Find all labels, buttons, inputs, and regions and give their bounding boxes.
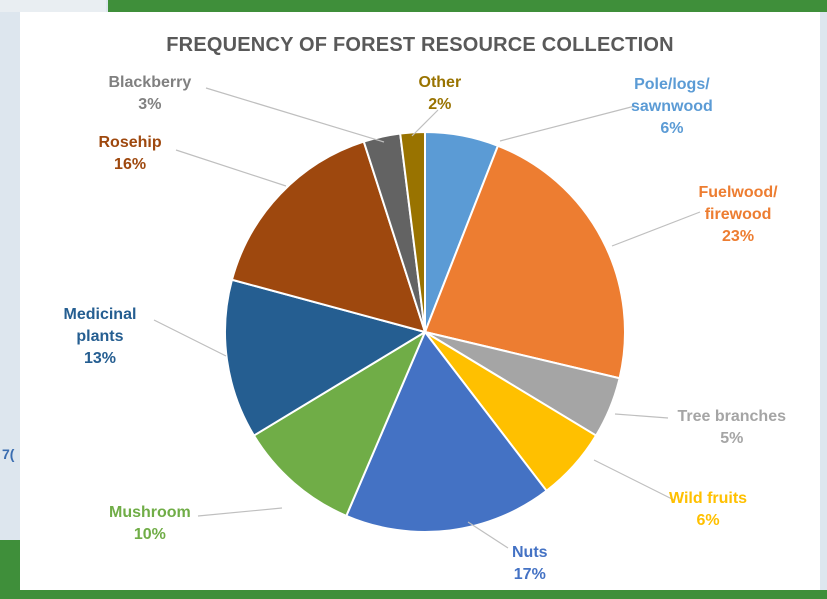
pie-chart-canvas — [153, 87, 701, 549]
data-label-blackberry: Blackberry 3% — [108, 74, 192, 113]
leader-line-medicinal-plants — [153, 319, 227, 357]
leader-line-nuts — [467, 521, 509, 549]
data-label-fuelwood-firewood: Fuelwood/firewood 23% — [698, 184, 778, 245]
data-label-medicinal-plants: Medicinal plants 13% — [63, 306, 137, 367]
leader-line-wild-fruits — [593, 459, 675, 501]
data-label-tree-branches: Tree branches 5% — [677, 408, 787, 447]
pie-slice-mushroom — [252, 329, 428, 518]
data-label-nuts: Nuts 17% — [512, 544, 548, 583]
data-label-mushroom: Mushroom 10% — [109, 504, 191, 543]
pie-slice-other — [399, 130, 426, 333]
data-label-rosehip: Rosehip 16% — [98, 134, 162, 173]
leader-line-pole-logs-sawnwood — [499, 105, 636, 142]
background-green-bar-bottom-left — [0, 540, 22, 599]
pie-slice-rosehip — [230, 140, 427, 334]
leader-line-other — [411, 109, 439, 137]
background-green-bar-top — [108, 0, 827, 12]
pie-chart: FREQUENCY OF FOREST RESOURCE COLLECTION … — [20, 12, 820, 590]
pie-slice-nuts — [345, 330, 548, 533]
background-panel-top-left — [0, 0, 106, 12]
leader-line-blackberry — [205, 87, 385, 143]
background-text-fragment: 7( — [2, 446, 15, 462]
leader-line-rosehip — [175, 149, 287, 187]
data-label-pole-logs-sawnwood: Pole/logs/sawnwood 6% — [631, 76, 713, 137]
chart-title: FREQUENCY OF FOREST RESOURCE COLLECTION — [166, 34, 674, 56]
data-label-wild-fruits: Wild fruits 6% — [669, 490, 748, 529]
data-label-other: Other 2% — [418, 74, 462, 113]
background-green-bar-bottom — [22, 590, 827, 599]
pie-slice-fuelwood-firewood — [423, 144, 626, 380]
leader-line-mushroom — [197, 507, 283, 517]
leader-line-tree-branches — [614, 413, 669, 419]
leader-line-fuelwood-firewood — [611, 211, 701, 247]
